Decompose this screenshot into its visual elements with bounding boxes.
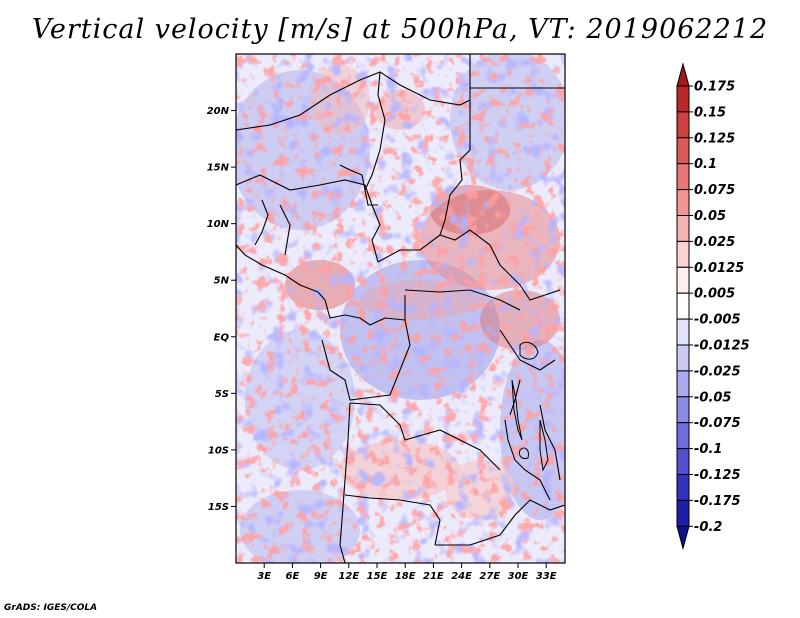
borders [236, 54, 565, 563]
colorbar-label: -0.05 [694, 390, 731, 405]
colorbar-label: 0.0125 [694, 261, 744, 276]
colorbar-segment [676, 215, 690, 242]
colorbar-label: 0.125 [694, 131, 735, 146]
chart-title: Vertical velocity [m/s] at 500hPa, VT: 2… [31, 14, 769, 45]
lon-tick-label: 9E [314, 571, 328, 582]
longitude-axis: 3E 6E 9E 12E 15E 18E 21E 24E 27E 30E 33E [257, 563, 557, 582]
lat-tick-label: 10S [208, 445, 229, 456]
lat-tick-label: EQ [214, 332, 230, 343]
velocity-field [236, 54, 565, 563]
colorbar-segment [676, 474, 690, 501]
lat-tick-label: 10N [207, 219, 230, 230]
colorbar-label: -0.005 [694, 313, 741, 328]
colorbar-segment [676, 448, 690, 476]
colorbar-label: -0.075 [694, 416, 741, 431]
colorbar-label: 0.1 [694, 157, 717, 172]
colorbar-label: -0.025 [694, 364, 741, 379]
colorbar-segment [676, 396, 690, 424]
software-credit: GrADS: IGES/COLA [4, 603, 98, 613]
colorbar-label: 0.005 [694, 287, 735, 302]
latitude-axis: 20N 15N 10N 5N EQ 5S 10S 15S [207, 106, 236, 513]
colorbar-label: 0.15 [694, 105, 726, 120]
colorbar-segment [676, 499, 690, 527]
colorbar-label: 0.175 [694, 80, 735, 95]
lat-tick-label: 5N [214, 276, 230, 287]
lat-tick-label: 20N [207, 106, 230, 117]
lon-tick-label: 18E [395, 571, 416, 582]
colorbar-label: -0.125 [694, 468, 741, 483]
colorbar-segment [676, 370, 690, 398]
colorbar: 0.175 0.15 0.125 0.1 0.075 0.05 0.025 0.0125 0.0… [676, 62, 750, 551]
colorbar-label: -0.1 [694, 442, 722, 457]
colorbar-label: -0.0125 [694, 339, 750, 354]
colorbar-segment [676, 422, 690, 450]
colorbar-segment [676, 266, 690, 294]
colorbar-segment [676, 318, 690, 346]
colorbar-segment [676, 525, 690, 551]
lon-tick-label: 3E [257, 571, 271, 582]
lon-tick-label: 30E [508, 571, 529, 582]
lon-tick-label: 24E [451, 571, 472, 582]
lakes [511, 341, 549, 472]
colorbar-segment [676, 189, 690, 217]
lat-tick-label: 15S [208, 502, 229, 513]
colorbar-label: -0.175 [694, 494, 741, 509]
lon-tick-label: 15E [367, 571, 388, 582]
colorbar-segment [676, 111, 690, 139]
colorbar-segment [676, 240, 690, 268]
lon-tick-label: 21E [423, 571, 444, 582]
colorbar-label: 0.025 [694, 235, 735, 250]
lat-tick-label: 15N [207, 163, 230, 174]
map-frame [235, 53, 566, 564]
colorbar-segment [676, 137, 690, 165]
lon-tick-label: 12E [338, 571, 359, 582]
lon-tick-label: 6E [286, 571, 300, 582]
colorbar-label: 0.075 [694, 183, 735, 198]
colorbar-segment [676, 163, 690, 191]
lon-tick-label: 33E [536, 571, 557, 582]
colorbar-label: -0.2 [694, 520, 722, 535]
lon-tick-label: 27E [479, 571, 500, 582]
colorbar-segment [676, 62, 690, 87]
colorbar-label: 0.05 [694, 209, 726, 224]
lat-tick-label: 5S [215, 389, 229, 400]
colorbar-segment [676, 85, 690, 113]
colorbar-segment [676, 292, 690, 320]
colorbar-segment [676, 344, 690, 372]
